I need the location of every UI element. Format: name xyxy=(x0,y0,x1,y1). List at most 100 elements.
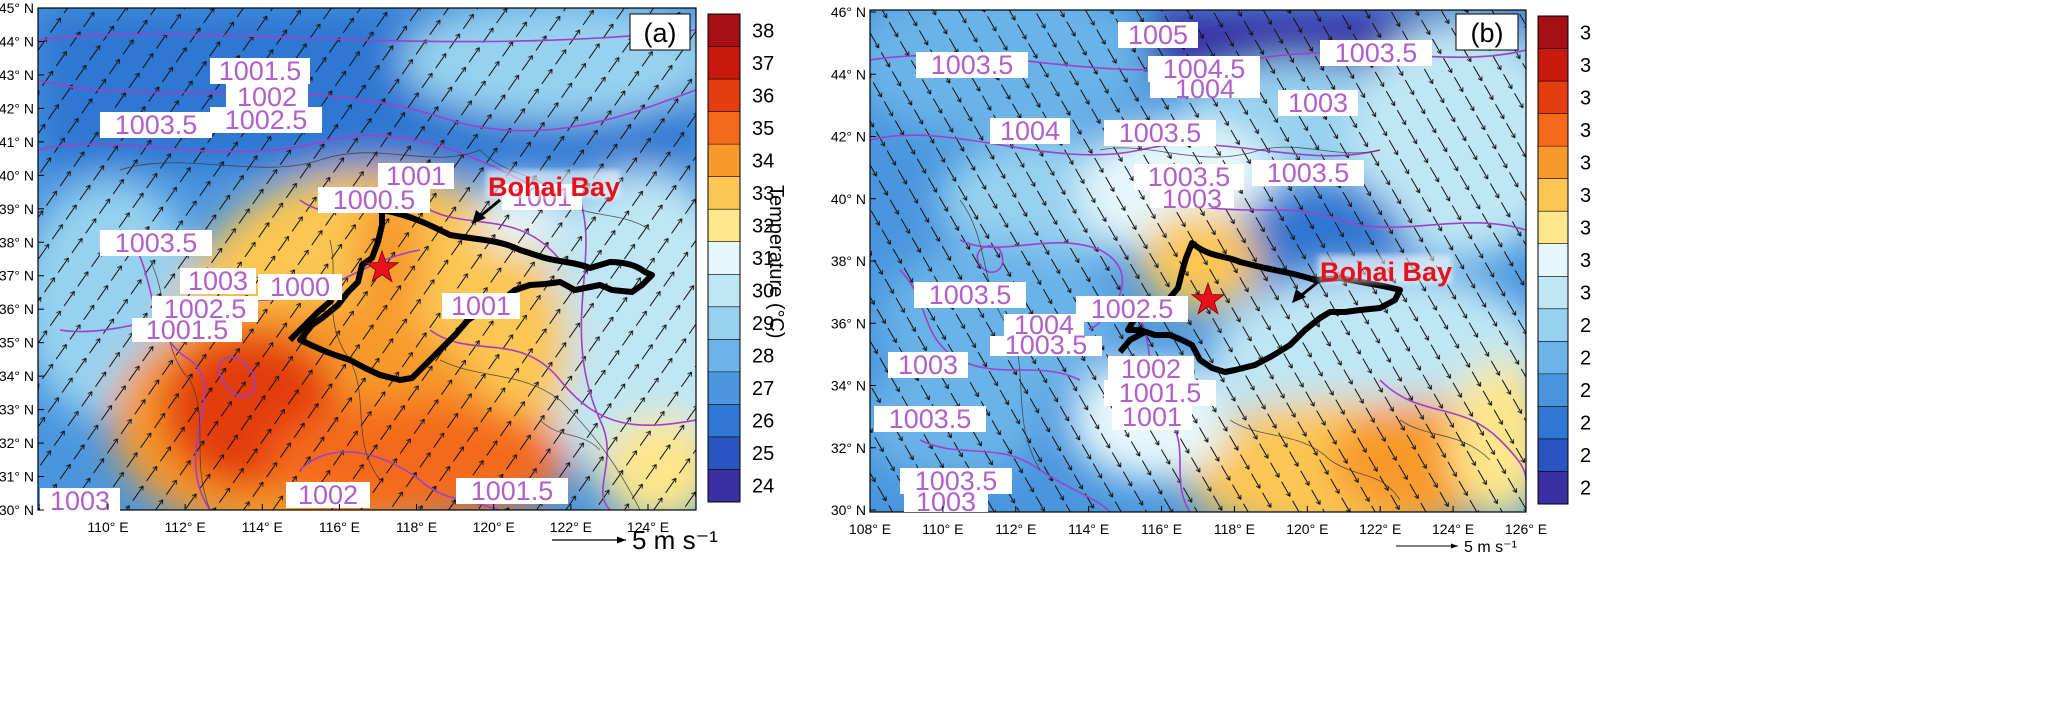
x-tick-label: 108° E xyxy=(849,521,891,537)
isobar-label-text: 1003.5 xyxy=(115,110,198,140)
panel-a-label-box xyxy=(629,13,691,51)
colorbar-tick-label: 2 xyxy=(1580,445,1591,467)
x-tick-label: 126° E xyxy=(1505,521,1547,537)
x-tick-label: 112° E xyxy=(165,519,206,535)
panel-a-frame xyxy=(37,7,697,511)
y-tick-label: 30° N xyxy=(831,502,866,518)
isobar-label-text: 1003 xyxy=(50,486,110,516)
isobar-label: 1003 xyxy=(1278,88,1358,118)
isobar-label: 1002.5 xyxy=(210,105,322,135)
isobar-label: 1001.5 xyxy=(132,315,242,345)
panel-a-scale-vector: 5 m s⁻¹ xyxy=(552,525,718,555)
y-tick-label: 36° N xyxy=(0,301,34,317)
colorbar-swatch xyxy=(1538,113,1568,147)
isobar-label: 1003.5 xyxy=(1104,118,1216,148)
isobar-label-text: 1003 xyxy=(188,266,248,296)
x-tick-label: 116° E xyxy=(319,519,360,535)
isobar-label-text: 1004.5 xyxy=(1163,54,1246,84)
colorbar-tick-label: 3 xyxy=(1580,250,1591,272)
panel-b-label: (b) xyxy=(1471,18,1504,48)
panel-a-isobar-labels: 1001.5 1002 1002.5 1003.5 1001 1000.5 10… xyxy=(40,56,582,516)
isobar-label-text: 1001.5 xyxy=(219,56,302,86)
isobar-label-text: 1004 xyxy=(1014,310,1074,340)
isobar-label-text: 1003.5 xyxy=(1335,38,1418,68)
colorbar-swatch xyxy=(1538,16,1568,50)
y-tick-label: 38° N xyxy=(831,253,866,269)
isobar-label: 1001.5 xyxy=(1104,378,1216,408)
y-tick-label: 46° N xyxy=(831,4,866,20)
colorbar-swatch xyxy=(708,274,740,308)
colorbar-title: Temperature (°C) xyxy=(765,185,787,339)
x-tick-label: 110° E xyxy=(87,519,128,535)
isobar-label: 1003.5 xyxy=(1134,162,1244,192)
isobar-label-text: 1000.5 xyxy=(333,185,416,215)
colorbar-swatch xyxy=(1538,243,1568,277)
isobar-label-text: 1001 xyxy=(386,161,446,191)
isobar-label-text: 1003.5 xyxy=(1267,158,1350,188)
colorbar-tick-label: 33 xyxy=(752,183,774,205)
isobar-label: 1000.5 xyxy=(318,185,430,215)
panel-b-y-axis: 30° N 32° N 34° N 36° N 38° N 40° N 42° N 44° N… xyxy=(831,4,876,518)
isobar-label-text: 1001.5 xyxy=(471,476,554,506)
x-tick-label: 110° E xyxy=(922,521,963,537)
colorbar-tick-label: 3 xyxy=(1580,283,1591,305)
region-boundary xyxy=(297,207,655,383)
colorbar-swatch xyxy=(1538,81,1568,115)
isobar-label: 1002 xyxy=(286,480,370,510)
colorbar-tick-label: 3 xyxy=(1580,55,1591,77)
colorbar-tick-label: 2 xyxy=(1580,315,1591,337)
colorbar-swatch xyxy=(1538,373,1568,407)
isobar-label-text: 1003 xyxy=(1288,88,1348,118)
isobar-label: 1001 xyxy=(442,291,520,321)
isobar-label: 1001 xyxy=(1112,402,1192,432)
isobar-label: 1005 xyxy=(1118,20,1198,50)
region-boundary xyxy=(1125,240,1403,375)
y-tick-label: 39° N xyxy=(0,201,34,217)
colorbar-swatch xyxy=(708,469,740,503)
x-tick-label: 116° E xyxy=(1141,521,1182,537)
y-tick-label: 34° N xyxy=(0,368,34,384)
isobar-label-text: 1001.5 xyxy=(146,315,229,345)
x-tick-label: 124° E xyxy=(1432,521,1474,537)
panel-b-colorbar: 3 3 3 3 3 3 3 3 3 2 2 2 2 2 2 xyxy=(1537,15,1591,505)
x-tick-label: 112° E xyxy=(995,521,1036,537)
colorbar-swatch xyxy=(1538,341,1568,375)
isobar-label: 1004 xyxy=(1150,74,1260,104)
y-tick-label: 32° N xyxy=(831,440,866,456)
isobar-label-text: 1003.5 xyxy=(1005,330,1088,360)
isobar-label: 1003.5 xyxy=(100,110,212,140)
isobar-label: 1001.5 xyxy=(210,56,310,86)
isobar-label: 1003.5 xyxy=(1252,158,1364,188)
isobar-label: 1003.5 xyxy=(914,280,1026,310)
isobar-label-text: 1003.5 xyxy=(915,466,998,496)
colorbar-swatch xyxy=(708,371,740,405)
isobar-label-text: 1002.5 xyxy=(1091,294,1174,324)
isobar-label-text: 1001 xyxy=(1122,402,1182,432)
y-tick-label: 31° N xyxy=(0,469,34,485)
colorbar-swatch xyxy=(708,46,740,80)
panel-a-annotation: Bohai Bay xyxy=(472,170,620,224)
panel-a-y-axis: 30° N 31° N 32° N 33° N 34° N 35° N 36° N 37° N… xyxy=(0,0,44,518)
colorbar-tick-label: 3 xyxy=(1580,87,1591,109)
isobar-label-text: 1003.5 xyxy=(929,280,1012,310)
isobar-label-text: 1003.5 xyxy=(115,228,198,258)
panel-a: 1001.5 1002 1002.5 1003.5 1001 1000.5 10… xyxy=(0,0,787,555)
y-tick-label: 30° N xyxy=(0,502,34,518)
colorbar-swatch xyxy=(708,241,740,275)
colorbar-swatch xyxy=(708,79,740,113)
colorbar-tick-label: 38 xyxy=(752,20,774,42)
x-tick-label: 114° E xyxy=(1068,521,1109,537)
y-tick-label: 32° N xyxy=(0,435,34,451)
isobar-label: 1004 xyxy=(1004,310,1084,340)
colorbar-swatch xyxy=(708,339,740,373)
colorbar-swatch xyxy=(708,306,740,340)
isobar-label-text: 1003 xyxy=(916,487,976,517)
colorbar-swatch xyxy=(708,176,740,210)
y-tick-label: 34° N xyxy=(831,378,866,394)
colorbar-tick-label: 3 xyxy=(1580,22,1591,44)
isobar-label-text: 1003 xyxy=(1162,184,1222,214)
x-tick-label: 124° E xyxy=(627,519,669,535)
colorbar-tick-label: 3 xyxy=(1580,185,1591,207)
colorbar-tick-label: 3 xyxy=(1580,152,1591,174)
